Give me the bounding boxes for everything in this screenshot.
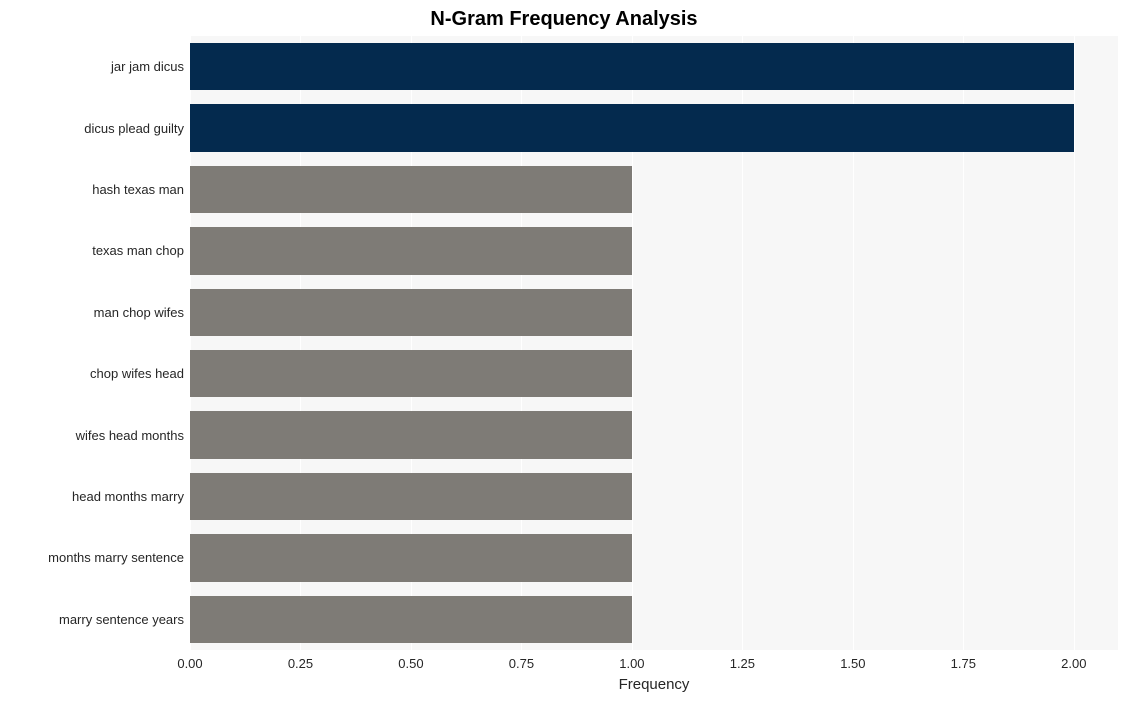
- x-tick-label: 1.25: [722, 656, 762, 671]
- bar: [190, 289, 632, 336]
- y-tick-label: wifes head months: [76, 428, 184, 443]
- bar: [190, 227, 632, 274]
- y-tick-label: jar jam dicus: [111, 59, 184, 74]
- y-tick-label: texas man chop: [92, 243, 184, 258]
- y-tick-label: hash texas man: [92, 182, 184, 197]
- gridline: [1074, 36, 1075, 650]
- bar: [190, 43, 1074, 90]
- bar: [190, 473, 632, 520]
- x-axis-label: Frequency: [190, 676, 1118, 693]
- y-tick-label: dicus plead guilty: [84, 121, 184, 136]
- y-tick-label: head months marry: [72, 489, 184, 504]
- y-tick-label: man chop wifes: [94, 305, 184, 320]
- bar: [190, 411, 632, 458]
- plot-area: [190, 36, 1118, 650]
- y-tick-label: chop wifes head: [90, 366, 184, 381]
- y-tick-label: months marry sentence: [48, 550, 184, 565]
- x-tick-label: 1.00: [612, 656, 652, 671]
- x-tick-label: 0.00: [170, 656, 210, 671]
- x-tick-label: 0.25: [280, 656, 320, 671]
- y-tick-label: marry sentence years: [59, 612, 184, 627]
- x-tick-label: 1.50: [833, 656, 873, 671]
- bar: [190, 534, 632, 581]
- bar: [190, 596, 632, 643]
- bar: [190, 166, 632, 213]
- bar: [190, 104, 1074, 151]
- x-tick-label: 1.75: [943, 656, 983, 671]
- ngram-chart: N-Gram Frequency Analysis jar jam dicus d…: [0, 0, 1128, 701]
- x-tick-label: 0.75: [501, 656, 541, 671]
- bar: [190, 350, 632, 397]
- chart-title: N-Gram Frequency Analysis: [0, 8, 1128, 31]
- x-tick-label: 0.50: [391, 656, 431, 671]
- x-tick-label: 2.00: [1054, 656, 1094, 671]
